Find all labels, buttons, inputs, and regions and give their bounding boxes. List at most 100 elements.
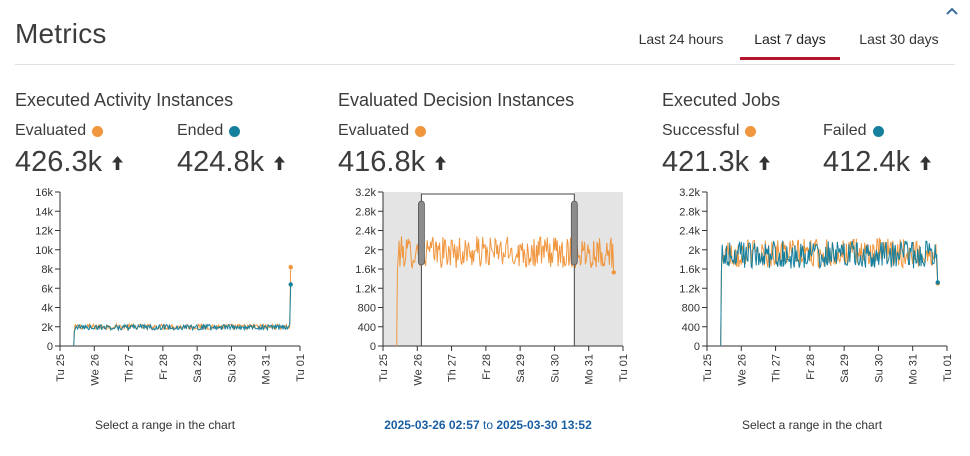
x-tick-label: Th 27 [124, 354, 136, 382]
header-divider [15, 64, 955, 65]
y-tick-label: 6k [41, 283, 53, 295]
x-tick-label: Su 30 [549, 354, 561, 383]
metric-ended: Ended 424.8k [177, 122, 286, 179]
activity-instances-chart[interactable]: 0 2k 4k 6k 8k 10k 12k 14k 16k Tu 25 We 26 Th 27 Fr 2… [15, 184, 315, 404]
y-tick-label: 800 [358, 303, 376, 315]
legend-dot-icon [92, 125, 104, 137]
x-tick-label: Th 27 [771, 354, 783, 382]
x-tick-label: Sa 29 [192, 354, 204, 383]
panel-executed-activity-instances: Executed Activity Instances Evaluated 42… [15, 88, 315, 448]
tab-last-24-hours[interactable]: Last 24 hours [638, 31, 724, 47]
y-tick-label: 2k [364, 245, 376, 257]
metric-evaluated: Evaluated 426.3k [15, 122, 124, 179]
y-tick-label: 16k [35, 187, 53, 199]
series-line [73, 267, 292, 347]
y-tick-label: 2k [688, 245, 700, 257]
y-tick-label: 10k [35, 245, 53, 257]
x-tick-label: Tu 01 [942, 354, 954, 382]
page-title: Metrics [15, 18, 107, 49]
selection-handle-right[interactable] [570, 200, 578, 266]
x-tick-label: Th 27 [447, 354, 459, 382]
y-tick-label: 3.2k [355, 187, 376, 199]
y-tick-label: 2k [41, 322, 53, 334]
series-line [720, 240, 939, 347]
arrow-up-icon [920, 155, 932, 170]
y-tick-label: 1.2k [679, 283, 700, 295]
tab-last-7-days[interactable]: Last 7 days [740, 30, 840, 60]
y-tick-label: 0 [47, 341, 53, 353]
metric-label: Successful [662, 122, 740, 139]
metric-successful: Successful 421.3k [662, 122, 771, 179]
range-end-link[interactable]: 2025-03-30 13:52 [496, 418, 592, 432]
metric-label: Evaluated [15, 122, 87, 139]
metric-label: Evaluated [338, 122, 410, 139]
arrow-up-icon [112, 155, 124, 170]
y-tick-label: 2.8k [679, 206, 700, 218]
series-end-point [611, 270, 616, 275]
legend-dot-icon [745, 125, 757, 137]
decision-instances-chart[interactable]: 0 400 800 1.2k 1.6k 2k 2.4k 2.8k 3.2k Tu 25 We 26 T… [338, 184, 638, 404]
arrow-up-icon [274, 155, 286, 170]
x-tick-label: Fr 28 [481, 354, 493, 380]
metric-value: 424.8k [177, 146, 265, 178]
y-tick-label: 1.2k [355, 283, 376, 295]
selected-range-caption: 2025-03-26 02:57 to 2025-03-30 13:52 [338, 418, 638, 432]
selection-handle-left[interactable] [418, 200, 425, 266]
x-tick-label: Su 30 [873, 354, 885, 383]
panel-title: Executed Activity Instances [15, 90, 234, 110]
x-tick-label: Mo 31 [584, 354, 596, 385]
metric-evaluated: Evaluated 416.8k [338, 122, 447, 179]
series-line [73, 284, 292, 347]
selection-brush-frame [420, 193, 575, 346]
range-start-link[interactable]: 2025-03-26 02:57 [384, 418, 480, 432]
arrow-up-icon [759, 155, 771, 170]
x-tick-label: We 26 [89, 354, 101, 386]
y-tick-label: 1.6k [679, 264, 700, 276]
x-tick-label: We 26 [736, 354, 748, 386]
metric-label: Ended [177, 122, 224, 139]
metric-value: 421.3k [662, 146, 750, 178]
executed-jobs-chart[interactable]: 0 400 800 1.2k 1.6k 2k 2.4k 2.8k 3.2k Tu 25 We 26 T… [662, 184, 962, 404]
time-range-tabs: Last 24 hours Last 7 days Last 30 days [620, 30, 954, 60]
y-tick-label: 14k [35, 206, 53, 218]
metric-value: 426.3k [15, 146, 103, 178]
chart-caption: Select a range in the chart [94, 418, 236, 432]
y-tick-label: 400 [682, 322, 700, 334]
metric-value: 412.4k [823, 146, 911, 178]
y-tick-label: 1.6k [355, 264, 376, 276]
y-tick-label: 4k [41, 303, 53, 315]
y-tick-label: 12k [35, 226, 53, 238]
x-tick-label: Tu 25 [378, 354, 390, 382]
x-tick-label: Sa 29 [839, 354, 851, 383]
legend-dot-icon [872, 125, 884, 137]
unselected-region-left [383, 192, 422, 346]
tab-last-30-days[interactable]: Last 30 days [859, 31, 939, 47]
y-tick-label: 3.2k [679, 187, 700, 199]
x-tick-label: Fr 28 [805, 354, 817, 380]
collapse-chevron-up-icon[interactable] [944, 4, 960, 18]
metric-value: 416.8k [338, 146, 426, 178]
legend-dot-icon [415, 125, 427, 137]
x-tick-label: Tu 01 [618, 354, 630, 382]
y-tick-label: 400 [358, 322, 376, 334]
x-tick-label: Tu 01 [295, 354, 307, 382]
legend-dot-icon [229, 125, 241, 137]
y-tick-label: 2.4k [355, 226, 376, 238]
arrow-up-icon [435, 155, 447, 170]
x-tick-label: Mo 31 [261, 354, 273, 385]
y-tick-label: 2.8k [355, 206, 376, 218]
x-tick-label: Mo 31 [908, 354, 920, 385]
metric-label: Failed [823, 122, 867, 139]
y-tick-label: 0 [694, 341, 700, 353]
x-tick-label: Tu 25 [702, 354, 714, 382]
panel-title: Evaluated Decision Instances [338, 90, 575, 110]
series-end-point [288, 282, 293, 287]
series-end-point [288, 264, 293, 270]
series-end-point [935, 280, 940, 285]
range-separator: to [482, 418, 493, 432]
unselected-region-right [574, 192, 623, 346]
panel-evaluated-decision-instances: Evaluated Decision Instances Evaluated 4… [338, 88, 638, 448]
x-tick-label: Fr 28 [158, 354, 170, 380]
metric-failed: Failed 412.4k [823, 122, 932, 179]
y-tick-label: 800 [682, 303, 700, 315]
